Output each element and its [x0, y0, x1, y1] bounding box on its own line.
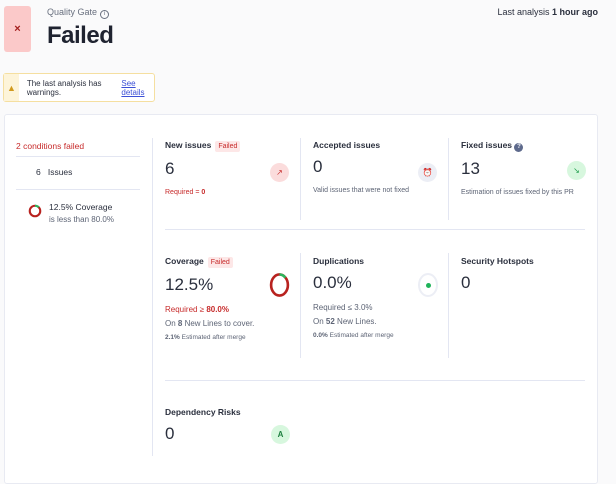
dependency-risks-card[interactable]: Dependency Risks 0: [165, 407, 295, 444]
condition-detail: is less than 80.0%: [49, 215, 114, 224]
condition-label: Issues: [47, 167, 73, 177]
last-analysis: Last analysis 1 hour ago: [497, 7, 598, 17]
quality-gate-card: [4, 114, 598, 484]
metric-title: Fixed issues: [461, 140, 513, 150]
see-details-link[interactable]: See details: [121, 78, 145, 97]
metric-value[interactable]: 13: [461, 159, 480, 178]
warning-banner: ▲ The last analysis has warnings. See det…: [3, 73, 155, 102]
estimated-value: 0.0%: [313, 332, 328, 339]
last-analysis-label: Last analysis: [497, 7, 550, 17]
coverage-donut-small-icon: [28, 204, 42, 220]
metric-note: Estimation of issues fixed by this PR: [461, 189, 574, 196]
metric-value[interactable]: 6: [165, 159, 175, 178]
conditions-failed-title: 2 conditions failed: [16, 141, 85, 151]
trend-up-icon: ↗: [270, 163, 289, 182]
estimated-label: Estimated after merge: [327, 332, 394, 339]
metric-value[interactable]: 12.5%: [165, 275, 214, 294]
lines-prefix: On: [165, 319, 178, 328]
failed-badge: Failed: [207, 257, 233, 268]
quality-gate-label: Quality Gate i: [47, 7, 110, 19]
metric-title: Duplications: [313, 256, 365, 266]
new-issues-card[interactable]: New issues Failed 6 Required = 0: [165, 140, 290, 196]
requirement-label: Required ≥: [165, 305, 207, 314]
metric-value[interactable]: 0: [165, 424, 175, 443]
lines-suffix: New Lines.: [334, 317, 377, 326]
condition-value: 12.5% Coverage: [49, 202, 113, 212]
coverage-card[interactable]: Coverage Failed 12.5% Required ≥ 80.0% On…: [165, 256, 295, 341]
metric-title: Dependency Risks: [165, 407, 241, 417]
metric-value[interactable]: 0: [461, 273, 471, 292]
last-analysis-time: 1 hour ago: [551, 7, 598, 17]
lines-suffix: New Lines to cover.: [182, 319, 255, 328]
requirement-value: 0: [201, 189, 206, 196]
security-hotspots-card[interactable]: Security Hotspots 0: [461, 256, 586, 293]
estimated-label: Estimated after merge: [179, 334, 246, 341]
condition-coverage[interactable]: 12.5% Coverage is less than 80.0%: [49, 202, 114, 224]
metric-title: Coverage: [165, 256, 204, 266]
fixed-issues-card[interactable]: Fixed issues ? 13 Estimation of issues f…: [461, 140, 586, 196]
quality-gate-status: Failed: [47, 22, 114, 49]
requirement-label: Required =: [165, 189, 202, 196]
metric-value[interactable]: 0.0%: [313, 273, 352, 292]
condition-value: 6: [36, 167, 41, 177]
failed-badge: Failed: [215, 141, 241, 152]
condition-issues[interactable]: 6 Issues: [36, 167, 72, 177]
metric-title: Security Hotspots: [461, 256, 534, 266]
estimated-value: 2.1%: [165, 334, 180, 341]
quality-gate-text: Quality Gate: [47, 7, 98, 17]
metric-title: Accepted issues: [313, 140, 381, 150]
grade-badge: A: [271, 425, 290, 444]
lines-prefix: On: [313, 317, 326, 326]
metric-note: Valid issues that were not fixed: [313, 187, 409, 194]
duplications-indicator-icon: [418, 273, 438, 297]
metric-title: New issues: [165, 140, 212, 150]
info-icon[interactable]: i: [100, 10, 110, 19]
metric-value[interactable]: 0: [313, 157, 323, 176]
warning-icon: ▲: [4, 74, 19, 101]
requirement-text: Required ≤ 3.0%: [313, 303, 373, 312]
lines-count: 52: [325, 317, 335, 326]
trend-down-icon: ↘: [567, 161, 586, 180]
accepted-issues-card[interactable]: Accepted issues 0 Valid issues that were…: [313, 140, 438, 194]
lines-count: 8: [177, 319, 183, 328]
help-icon[interactable]: ?: [514, 143, 524, 152]
requirement-value: 80.0%: [206, 305, 229, 314]
duplications-card[interactable]: Duplications 0.0% Required ≤ 3.0% On 52 …: [313, 256, 443, 339]
coverage-donut-icon: [269, 272, 290, 300]
failed-status-icon: ×: [4, 6, 31, 52]
alarm-clock-icon: ⏰: [418, 163, 437, 182]
warning-text: The last analysis has warnings.: [26, 78, 102, 97]
